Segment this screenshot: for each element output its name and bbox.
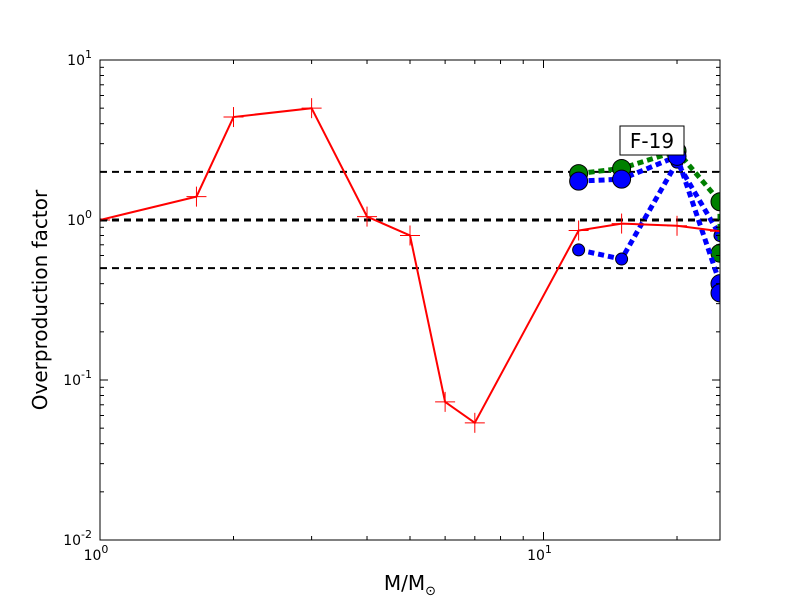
data-point xyxy=(186,186,207,207)
axis-ticks xyxy=(99,59,720,541)
data-point xyxy=(357,206,378,227)
data-point xyxy=(667,215,688,236)
annotation-label: F-19 xyxy=(630,129,674,153)
data-point xyxy=(611,213,632,234)
data-point xyxy=(569,171,589,191)
plot-background xyxy=(100,60,720,540)
annotation-box: F-19 xyxy=(619,125,685,156)
y-axis-label: Overproduction factor xyxy=(28,189,52,410)
data-point xyxy=(435,391,456,412)
y-tick-label-2: 100 xyxy=(67,208,92,229)
x-tick-label-0: 100 xyxy=(84,543,109,564)
data-point xyxy=(710,192,720,212)
data-point xyxy=(612,169,632,189)
tick-labels: 100 101 10-2 10-1 100 101 xyxy=(63,48,552,564)
data-point xyxy=(464,412,485,433)
data-point xyxy=(710,221,720,242)
x-axis-label: M/M⊙ xyxy=(384,571,436,599)
y-tick-label-0: 10-2 xyxy=(63,528,92,549)
data-point xyxy=(568,220,589,241)
y-tick-label-1: 10-1 xyxy=(63,368,92,389)
x-tick-label-1: 101 xyxy=(527,543,552,564)
data-point xyxy=(400,225,420,246)
y-tick-label-3: 101 xyxy=(67,48,92,69)
data-point xyxy=(572,243,586,257)
data-point xyxy=(615,252,629,266)
series-line-3 xyxy=(578,157,720,262)
series-2 xyxy=(569,146,720,303)
data-point xyxy=(223,107,244,128)
data-point xyxy=(301,98,322,119)
data-point xyxy=(710,283,720,303)
series-0 xyxy=(100,98,720,433)
